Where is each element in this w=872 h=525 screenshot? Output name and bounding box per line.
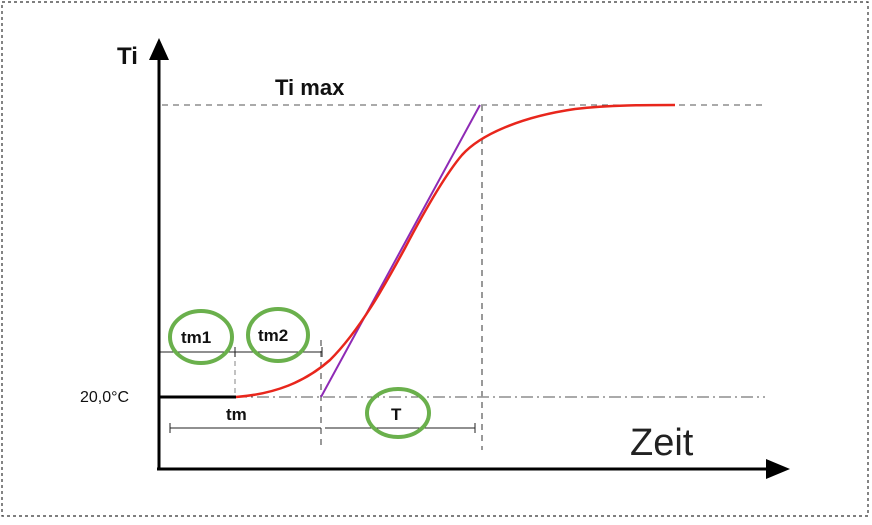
tm1-highlight-circle xyxy=(168,309,234,365)
T-label: T xyxy=(391,405,402,424)
tm1-label: tm1 xyxy=(181,328,211,347)
x-axis-label: Zeit xyxy=(630,422,694,464)
tangent-line xyxy=(320,104,481,398)
ti-max-label: Ti max xyxy=(275,75,345,100)
tm2-label: tm2 xyxy=(258,326,288,345)
tm2-highlight-circle xyxy=(246,307,310,363)
outer-frame xyxy=(1,1,869,517)
start-value-label: 20,0°C xyxy=(80,389,129,406)
tm-label: tm xyxy=(226,405,247,424)
y-axis-label: Ti xyxy=(117,43,138,70)
x-axis-arrow-icon xyxy=(766,459,790,479)
response-curve xyxy=(235,103,676,399)
T-highlight-circle xyxy=(365,387,431,439)
y-axis-arrow-icon xyxy=(149,38,169,60)
